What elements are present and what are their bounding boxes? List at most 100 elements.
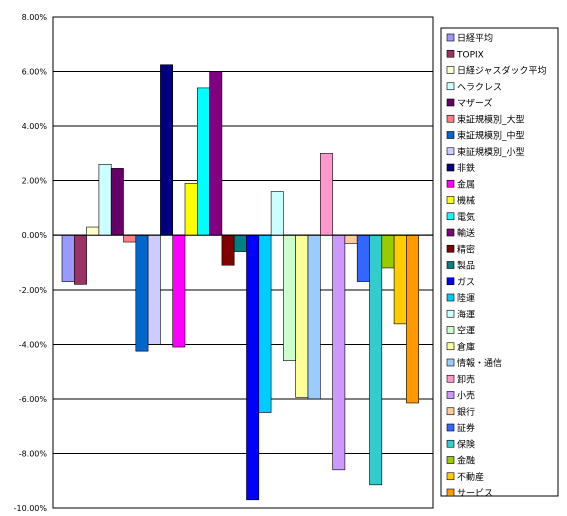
bar-3: [86, 226, 100, 236]
bar-15: [233, 234, 247, 252]
y-tick-label: 4.00%: [22, 122, 48, 131]
legend-swatch: [446, 244, 455, 253]
legend-label: 不動産: [457, 471, 484, 483]
y-tick-label: -2.00%: [19, 286, 48, 295]
legend-swatch: [446, 212, 455, 221]
legend-swatch: [446, 228, 455, 237]
bar-7: [135, 234, 149, 352]
y-tick-label: 2.00%: [22, 177, 48, 186]
bar-5: [110, 168, 124, 236]
legend-label: ヘラクレス: [457, 82, 502, 93]
y-tick-label: -6.00%: [19, 395, 48, 404]
bar-14: [221, 234, 235, 266]
legend-swatch: [446, 472, 455, 481]
legend-swatch: [446, 293, 455, 302]
bar-9: [160, 64, 173, 236]
y-tick-label: 0.00%: [22, 231, 48, 240]
bar-22: [319, 153, 333, 236]
legend: 日経平均 TOPIX 日経ジャスダック平均ヘラクレスマザーズ東証規模別_大型東証規模…: [440, 27, 559, 499]
y-tick-label: 6.00%: [22, 68, 48, 77]
legend-swatch: [446, 277, 455, 286]
legend-label: 日経平均: [457, 32, 493, 44]
bar-29: [406, 234, 419, 404]
legend-swatch: [446, 342, 455, 351]
bar-8: [147, 234, 161, 345]
legend-swatch: [446, 163, 455, 172]
legend-swatch: [446, 439, 455, 448]
legend-label: 電気: [457, 211, 475, 223]
legend-swatch: [446, 374, 455, 383]
legend-swatch: [446, 147, 455, 156]
legend-label: 倉庫: [457, 341, 475, 353]
legend-swatch: [446, 407, 455, 416]
bar-20: [295, 234, 309, 398]
bar-18: [270, 191, 284, 236]
legend-label: サービス: [457, 488, 493, 499]
legend-label: 東証規模別_小型: [457, 146, 525, 158]
legend-label: 輸送: [457, 227, 475, 239]
legend-swatch: [446, 309, 455, 318]
y-axis-labels: 8.00% 6.00% 4.00% 2.00% 0.00% -2.00% -4.00% -6.…: [14, 13, 48, 513]
bar-11: [184, 183, 198, 236]
legend-swatch: [446, 261, 455, 269]
y-tick-label: 8.00%: [22, 13, 48, 22]
legend-swatch: [446, 66, 455, 74]
legend-label: 非鉄: [457, 162, 475, 174]
legend-label: 日経ジャスダック平均: [457, 65, 547, 77]
legend-swatch: [446, 49, 455, 58]
legend-swatch: [446, 326, 455, 334]
legend-label: 小売: [457, 390, 475, 402]
bar-2: [74, 234, 87, 285]
legend-label: 保険: [457, 438, 475, 450]
legend-label: 東証規模別_中型: [457, 130, 525, 142]
bar-21: [307, 234, 321, 400]
legend-label: 卸売: [457, 373, 475, 385]
bar-10: [172, 234, 186, 348]
legend-label: マザーズ: [457, 97, 493, 109]
legend-label: 精密: [457, 243, 475, 255]
legend-label: 証券: [457, 422, 475, 434]
legend-label: 空運: [457, 325, 475, 337]
legend-label: 金融: [457, 455, 475, 467]
bar-24: [344, 234, 358, 244]
legend-swatch: [446, 391, 455, 399]
bar-23: [332, 234, 346, 471]
legend-swatch: [446, 488, 455, 497]
legend-label: 銀行: [457, 406, 475, 418]
legend-swatch: [446, 131, 455, 139]
legend-box: [440, 27, 559, 497]
legend-swatch: [446, 82, 455, 91]
legend-swatch: [446, 98, 455, 107]
legend-items: 日経平均 TOPIX 日経ジャスダック平均ヘラクレスマザーズ東証規模別_大型東証規模…: [446, 32, 547, 499]
legend-swatch: [446, 423, 455, 432]
legend-swatch: [446, 179, 455, 188]
bar-12: [197, 87, 210, 236]
bar-17: [258, 234, 272, 413]
y-tick-label: -4.00%: [19, 340, 48, 349]
legend-label: 陸運: [457, 292, 475, 304]
legend-label: 海運: [457, 308, 475, 320]
legend-label: ガス: [457, 277, 475, 288]
bar-27: [381, 234, 395, 269]
legend-label: 機械: [457, 195, 475, 207]
y-tick-label: -10.00%: [14, 504, 48, 513]
bar-6: [123, 234, 137, 243]
legend-swatch: [446, 196, 455, 204]
bar-25: [356, 234, 370, 282]
bar-28: [393, 234, 407, 325]
bar-19: [283, 234, 296, 362]
legend-swatch: [446, 456, 455, 464]
legend-swatch: [446, 33, 455, 42]
legend-label: TOPIX: [456, 50, 484, 60]
legend-label: 製品: [457, 260, 475, 272]
legend-swatch: [446, 114, 455, 123]
bar-16: [246, 234, 260, 501]
bar-4: [98, 164, 112, 236]
legend-label: 情報・通信: [457, 357, 502, 369]
bar-26: [369, 234, 383, 486]
bar-1: [61, 234, 75, 282]
bar-13: [209, 71, 223, 236]
legend-label: 東証規模別_大型: [457, 113, 525, 125]
legend-label: 金属: [457, 178, 475, 190]
